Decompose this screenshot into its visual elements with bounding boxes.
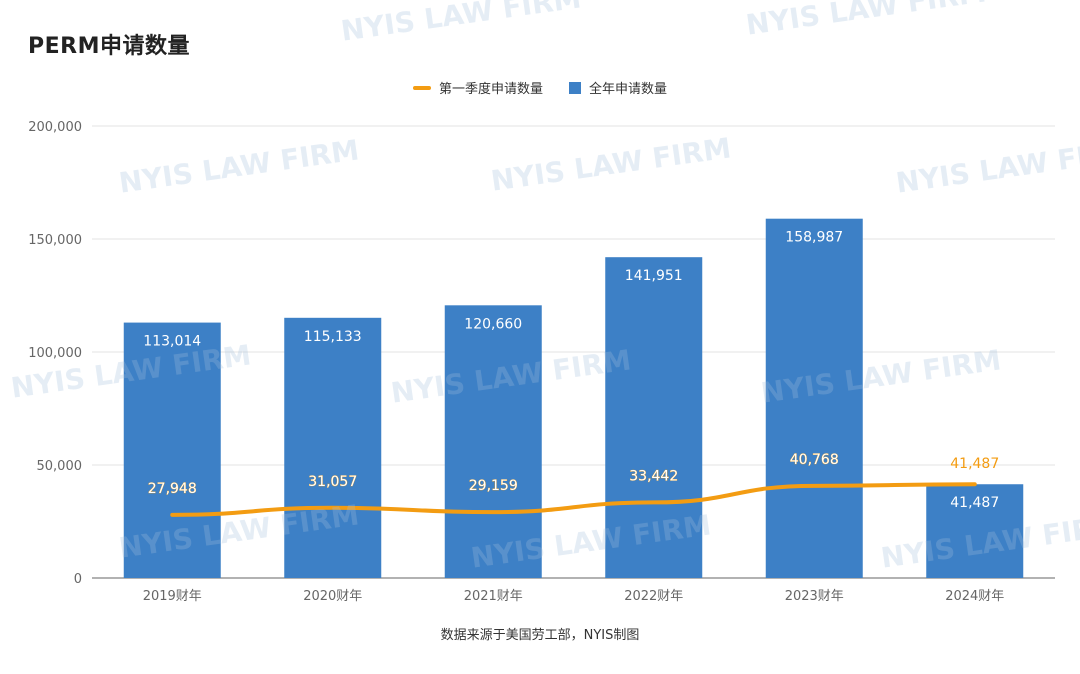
x-tick-label: 2022财年 — [624, 589, 683, 604]
x-tick-label: 2023财年 — [785, 589, 844, 604]
bar — [123, 322, 221, 578]
x-tick-label: 2021财年 — [464, 589, 523, 604]
bar-data-label: 141,951 — [625, 268, 683, 284]
legend-bar-swatch — [569, 81, 581, 94]
bar-data-label: 115,133 — [304, 329, 362, 345]
bar — [444, 305, 542, 578]
bar — [926, 484, 1024, 578]
bar-data-label: 158,987 — [785, 230, 843, 246]
line-data-label: 33,442 — [629, 468, 678, 484]
line-data-label: 27,948 — [148, 481, 197, 497]
bar-data-label: 41,487 — [950, 495, 999, 511]
y-tick-label: 100,000 — [28, 346, 82, 361]
bar — [284, 317, 382, 578]
line-data-label: 41,487 — [950, 456, 999, 472]
legend-line-swatch — [412, 85, 431, 90]
bar-data-label: 120,660 — [464, 316, 522, 332]
series-line — [170, 482, 977, 517]
legend-label-line: 第一季度申请数量 — [438, 82, 543, 97]
line-data-label: 31,057 — [308, 474, 357, 490]
y-tick-label: 50,000 — [37, 459, 83, 474]
legend-item-bar[interactable]: 全年申请数量 — [569, 78, 667, 97]
x-tick-label: 2020财年 — [303, 589, 362, 604]
x-tick-label: 2024财年 — [945, 589, 1004, 604]
bar-data-label: 113,014 — [143, 334, 201, 350]
y-tick-label: 200,000 — [28, 120, 82, 135]
bar — [605, 257, 703, 578]
chart-caption: 数据来源于美国劳工部，NYIS制图 — [440, 628, 640, 643]
legend-item-line[interactable]: 第一季度申请数量 — [412, 78, 543, 97]
x-tick-label: 2019财年 — [143, 589, 202, 604]
chart-title: PERM申请数量 — [28, 34, 190, 59]
legend-label-bar: 全年申请数量 — [589, 82, 668, 97]
y-tick-label: 150,000 — [28, 233, 82, 248]
bar — [765, 218, 863, 578]
legend: 第一季度申请数量 全年申请数量 — [0, 78, 1080, 97]
line-data-label: 40,768 — [790, 452, 839, 468]
line-data-label: 29,159 — [469, 478, 518, 494]
y-tick-label: 0 — [74, 572, 82, 587]
